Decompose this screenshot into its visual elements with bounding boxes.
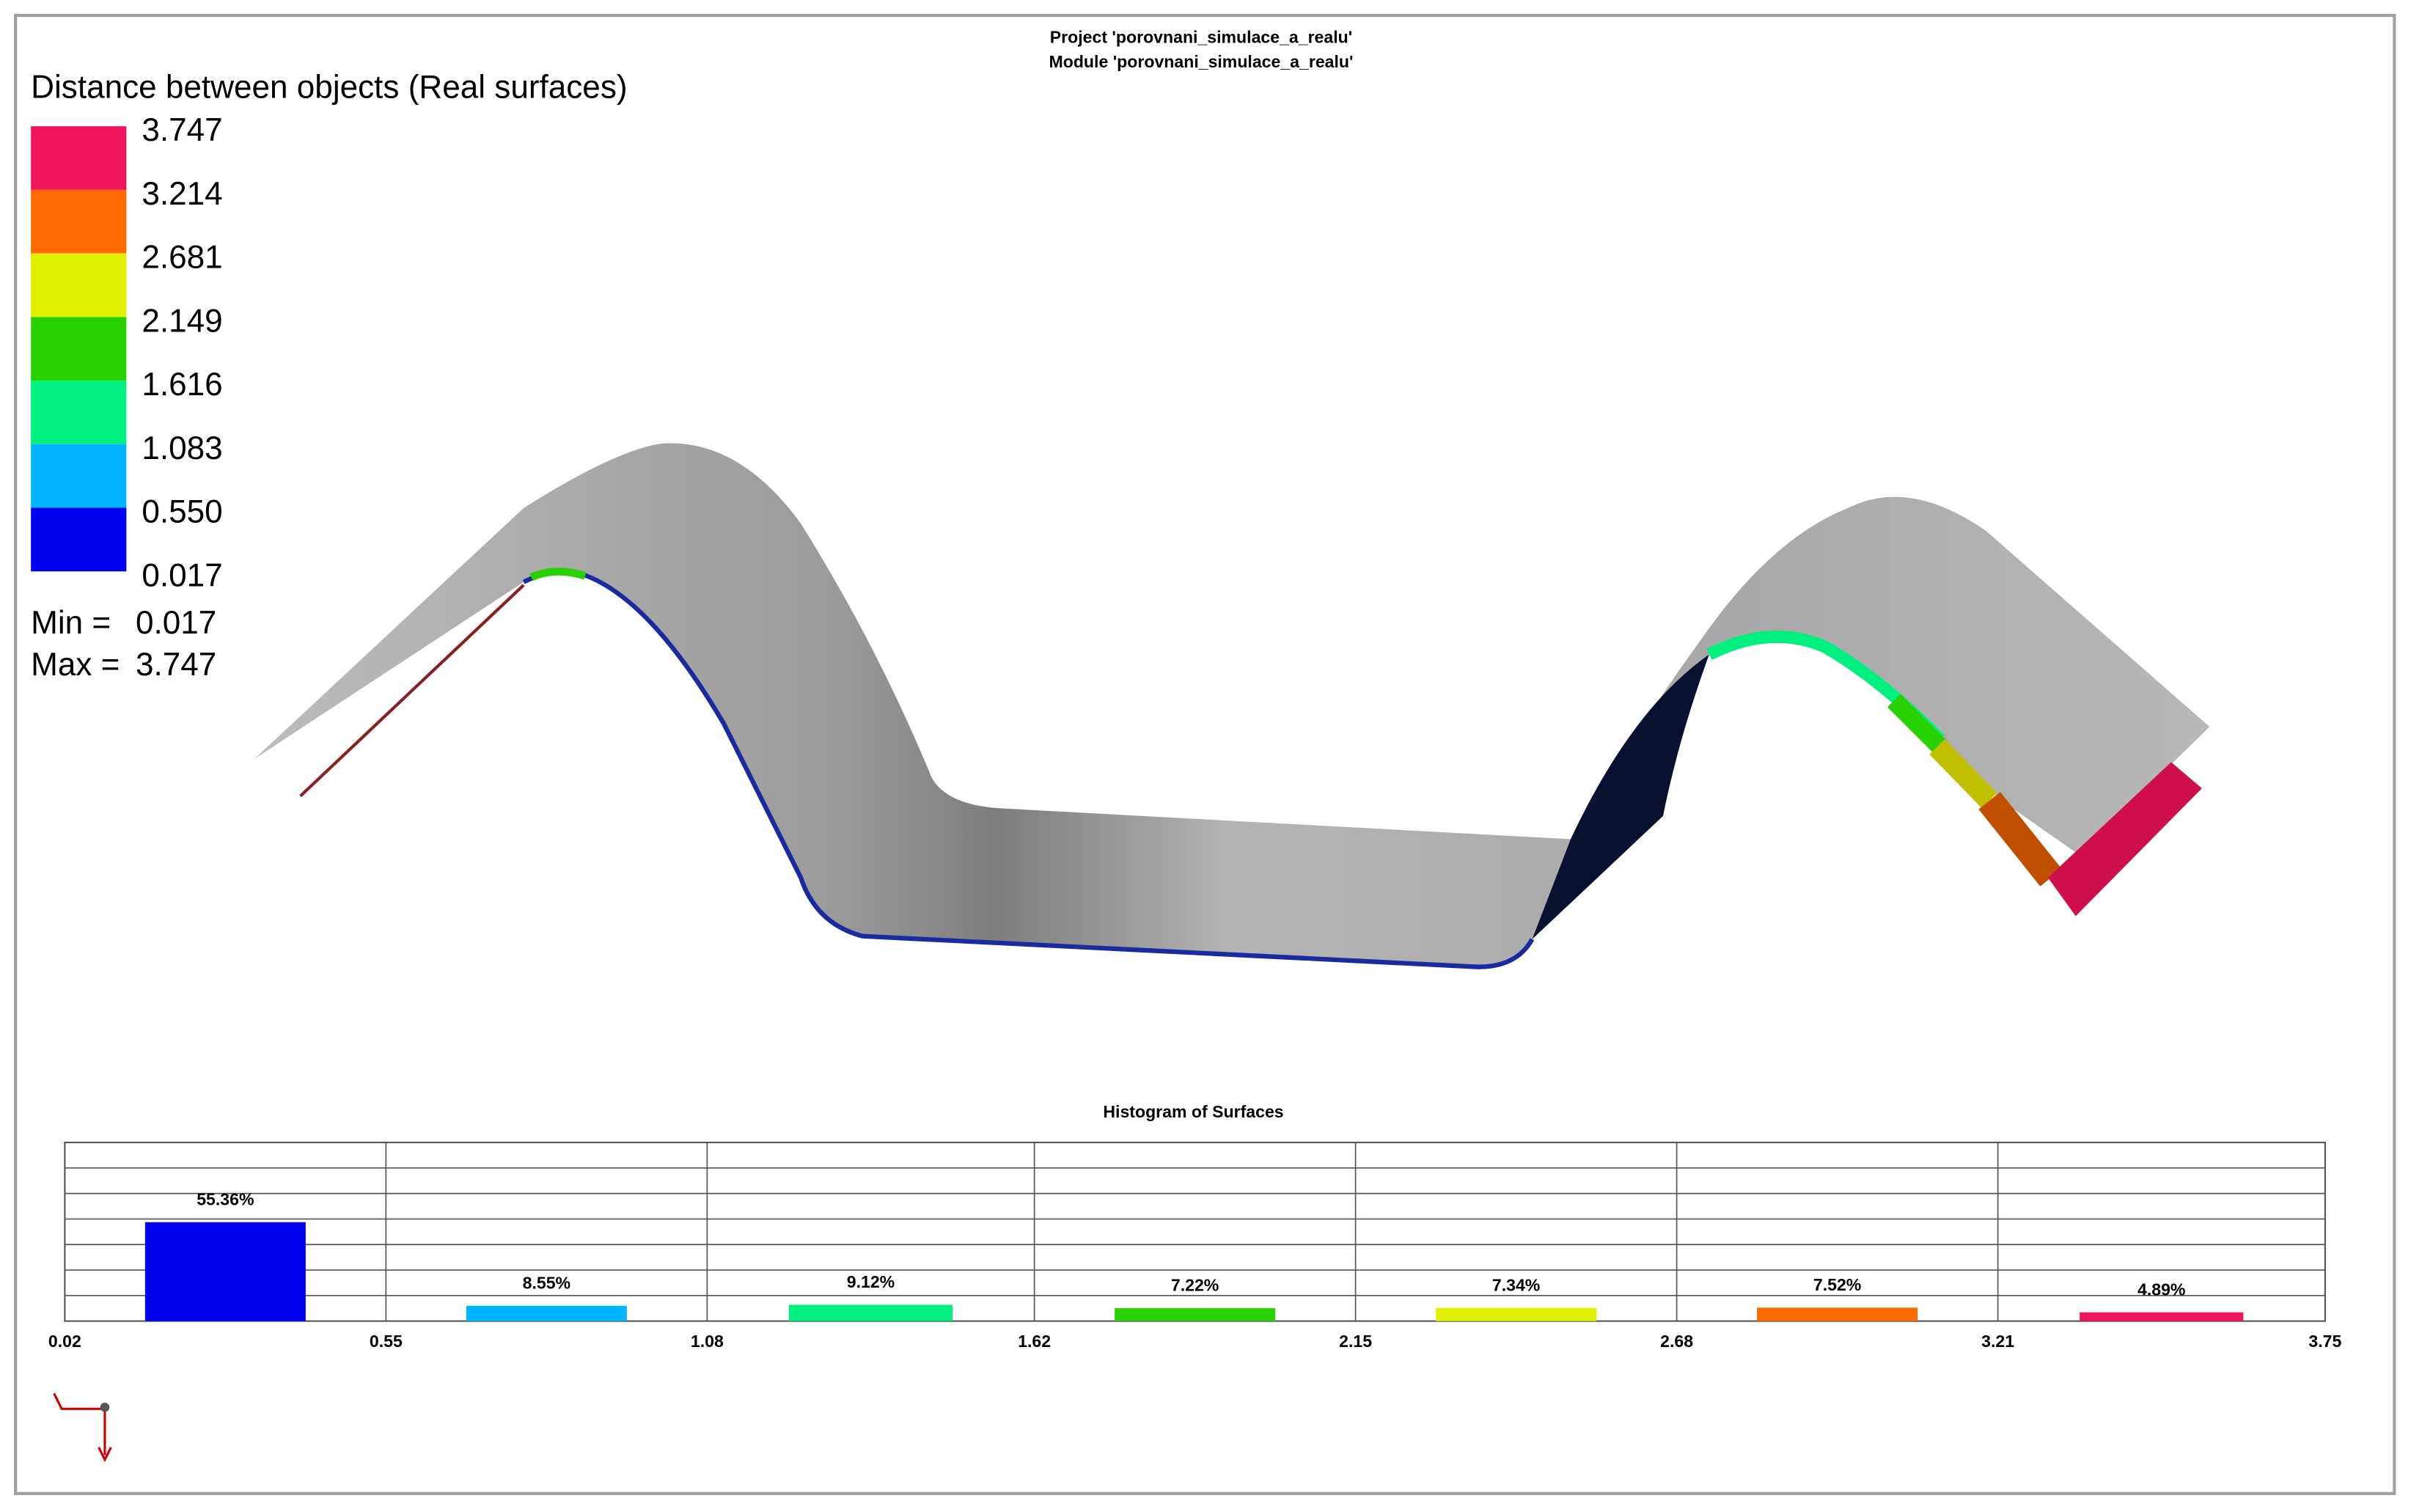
- 3d-model: [254, 443, 2210, 969]
- edge-red-line: [299, 584, 525, 798]
- legend-label: 0.550: [142, 494, 222, 530]
- project-label: Project 'porovnani_simulace_a_realu': [1050, 28, 1352, 47]
- bar-label: 7.22%: [1171, 1276, 1219, 1295]
- legend-swatch: [31, 381, 127, 444]
- stat-label: Max =: [31, 647, 120, 683]
- legend-label: 2.681: [142, 240, 222, 276]
- legend-swatch: [31, 253, 127, 318]
- stat-value: 0.017: [136, 605, 216, 641]
- x-tick-label: 2.68: [1660, 1332, 1693, 1351]
- legend-swatch: [31, 444, 127, 508]
- bar-label: 4.89%: [2137, 1280, 2185, 1299]
- bar: [144, 1222, 306, 1321]
- edge-orange: [1978, 792, 2062, 887]
- legend-swatch: [31, 507, 127, 572]
- bar: [1436, 1307, 1597, 1321]
- edge-green: [529, 568, 587, 581]
- x-tick-label: 1.08: [691, 1332, 724, 1351]
- x-tick-label: 1.62: [1018, 1332, 1051, 1351]
- legend-label: 0.017: [142, 557, 222, 593]
- bar-label: 7.34%: [1492, 1275, 1540, 1294]
- legend-swatch: [31, 317, 127, 381]
- edge-yellow: [1929, 739, 1997, 809]
- edge-green2: [1887, 694, 1947, 754]
- axes-icon: [53, 1392, 112, 1463]
- x-tick-label: 0.02: [48, 1332, 81, 1351]
- bar: [1757, 1307, 1918, 1321]
- legend-label: 1.083: [142, 430, 222, 466]
- legend-label: 3.214: [142, 176, 222, 212]
- legend-label: 3.747: [142, 112, 222, 148]
- bar: [1115, 1308, 1276, 1321]
- x-tick-label: 3.21: [1981, 1332, 2014, 1351]
- module-label: Module 'porovnani_simulace_a_realu': [1049, 52, 1354, 71]
- edge-red: [2047, 762, 2202, 917]
- bar-label: 55.36%: [197, 1189, 254, 1208]
- stat-label: Min =: [31, 605, 111, 641]
- histogram-title: Histogram of Surfaces: [1103, 1102, 1283, 1121]
- x-tick-label: 3.75: [2308, 1332, 2341, 1351]
- bar: [466, 1305, 627, 1321]
- surface-shadow: [1532, 654, 1709, 939]
- legend-swatch: [31, 189, 127, 254]
- legend-label: 1.616: [142, 367, 222, 403]
- bar-label: 7.52%: [1813, 1275, 1861, 1294]
- bar-label: 9.12%: [847, 1272, 895, 1291]
- legend-label: 2.149: [142, 303, 222, 339]
- stat-value: 3.747: [136, 647, 216, 683]
- bar: [2080, 1312, 2244, 1321]
- x-tick-label: 0.55: [370, 1332, 403, 1351]
- x-tick-label: 2.15: [1339, 1332, 1372, 1351]
- legend-swatch: [31, 126, 127, 190]
- bar-label: 8.55%: [523, 1273, 570, 1292]
- surface: [254, 443, 2210, 967]
- legend-title: Distance between objects (Real surfaces): [31, 69, 627, 105]
- bar: [788, 1304, 953, 1321]
